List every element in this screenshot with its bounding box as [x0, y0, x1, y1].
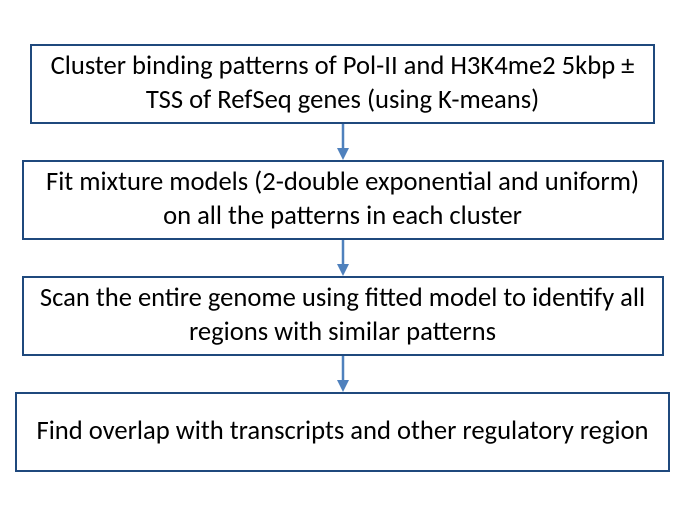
arrow-1	[333, 124, 353, 160]
flowchart-container: Cluster binding patterns of Pol-II and H…	[15, 44, 670, 472]
flowchart-step-1: Cluster binding patterns of Pol-II and H…	[30, 44, 655, 124]
arrow-down-icon	[333, 124, 353, 160]
step-text: Fit mixture models (2-double exponential…	[40, 166, 646, 232]
arrow-2	[333, 240, 353, 276]
arrow-3	[333, 356, 353, 392]
step-text: Find overlap with transcripts and other …	[36, 415, 648, 448]
flowchart-step-2: Fit mixture models (2-double exponential…	[22, 160, 664, 240]
arrow-down-icon	[333, 356, 353, 392]
flowchart-step-3: Scan the entire genome using fitted mode…	[22, 276, 664, 356]
flowchart-step-4: Find overlap with transcripts and other …	[15, 392, 670, 472]
step-text: Scan the entire genome using fitted mode…	[40, 282, 646, 348]
arrow-down-icon	[333, 240, 353, 276]
step-text: Cluster binding patterns of Pol-II and H…	[48, 50, 637, 116]
